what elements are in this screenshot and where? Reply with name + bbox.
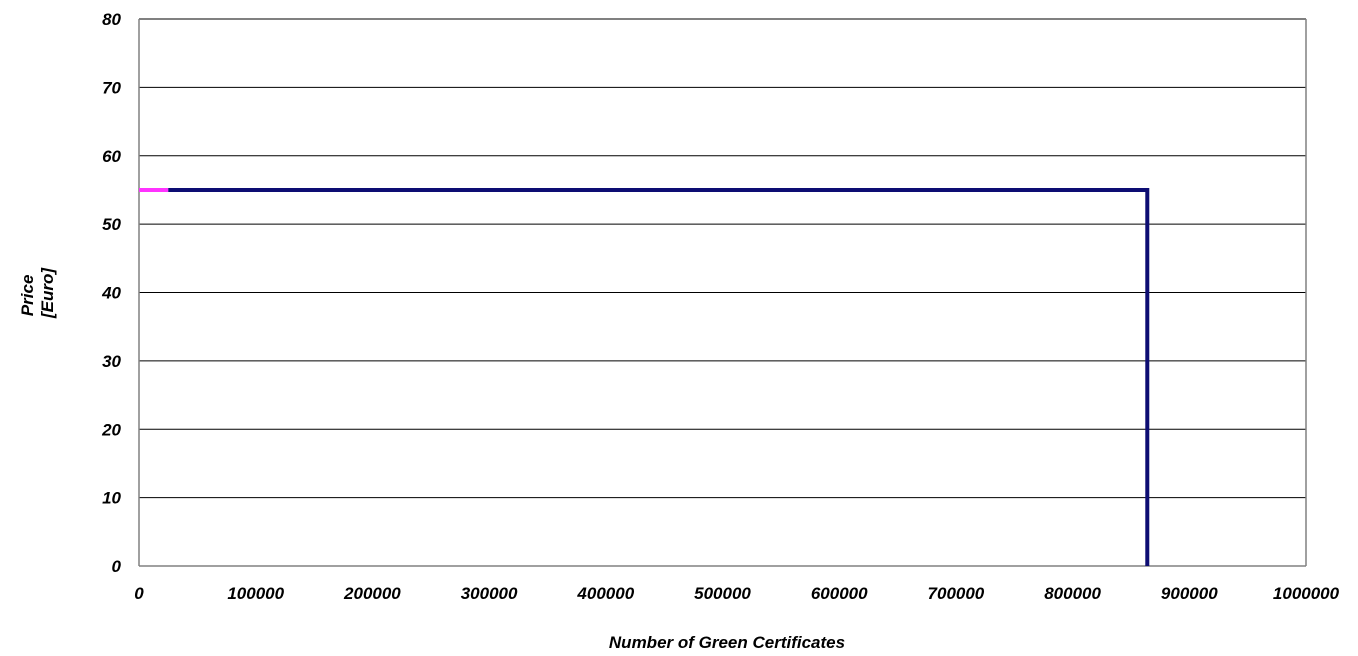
- y-tick-label: 20: [101, 420, 121, 439]
- y-tick-labels: 0 10 20 30 40 50 60 70 80: [101, 10, 121, 576]
- gridlines: [139, 18, 1306, 499]
- y-tick-label: 30: [102, 352, 121, 371]
- x-tick-label: 200000: [343, 584, 401, 603]
- y-tick-label: 70: [102, 78, 121, 97]
- x-tick-label: 700000: [928, 584, 985, 603]
- x-tick-label: 0: [134, 584, 144, 603]
- y-tick-label: 80: [102, 10, 121, 29]
- axes: [138, 19, 1307, 567]
- y-tick-label: 0: [112, 557, 122, 576]
- y-axis-title: Price [Euro]: [18, 267, 57, 319]
- x-tick-label: 100000: [227, 584, 284, 603]
- y-tick-label: 50: [102, 215, 121, 234]
- x-axis-title: Number of Green Certificates: [609, 633, 845, 652]
- x-tick-label: 400000: [576, 584, 634, 603]
- series-line-1: [168, 187, 1150, 566]
- x-tick-label: 900000: [1161, 584, 1218, 603]
- x-tick-labels: 0 100000 200000 300000 400000 500000 600000 700…: [134, 584, 1339, 603]
- x-tick-label: 500000: [694, 584, 751, 603]
- y-axis-title-line-1: Price: [18, 275, 37, 317]
- x-tick-label: 800000: [1044, 584, 1101, 603]
- y-tick-label: 10: [102, 489, 121, 508]
- x-tick-label: 600000: [811, 584, 868, 603]
- y-axis-title-line-2: [Euro]: [38, 267, 57, 319]
- y-tick-label: 60: [102, 147, 121, 166]
- y-tick-label: 40: [101, 284, 121, 303]
- x-tick-label: 300000: [461, 584, 518, 603]
- series-layer: [139, 187, 1150, 566]
- x-tick-label: 1000000: [1273, 584, 1340, 603]
